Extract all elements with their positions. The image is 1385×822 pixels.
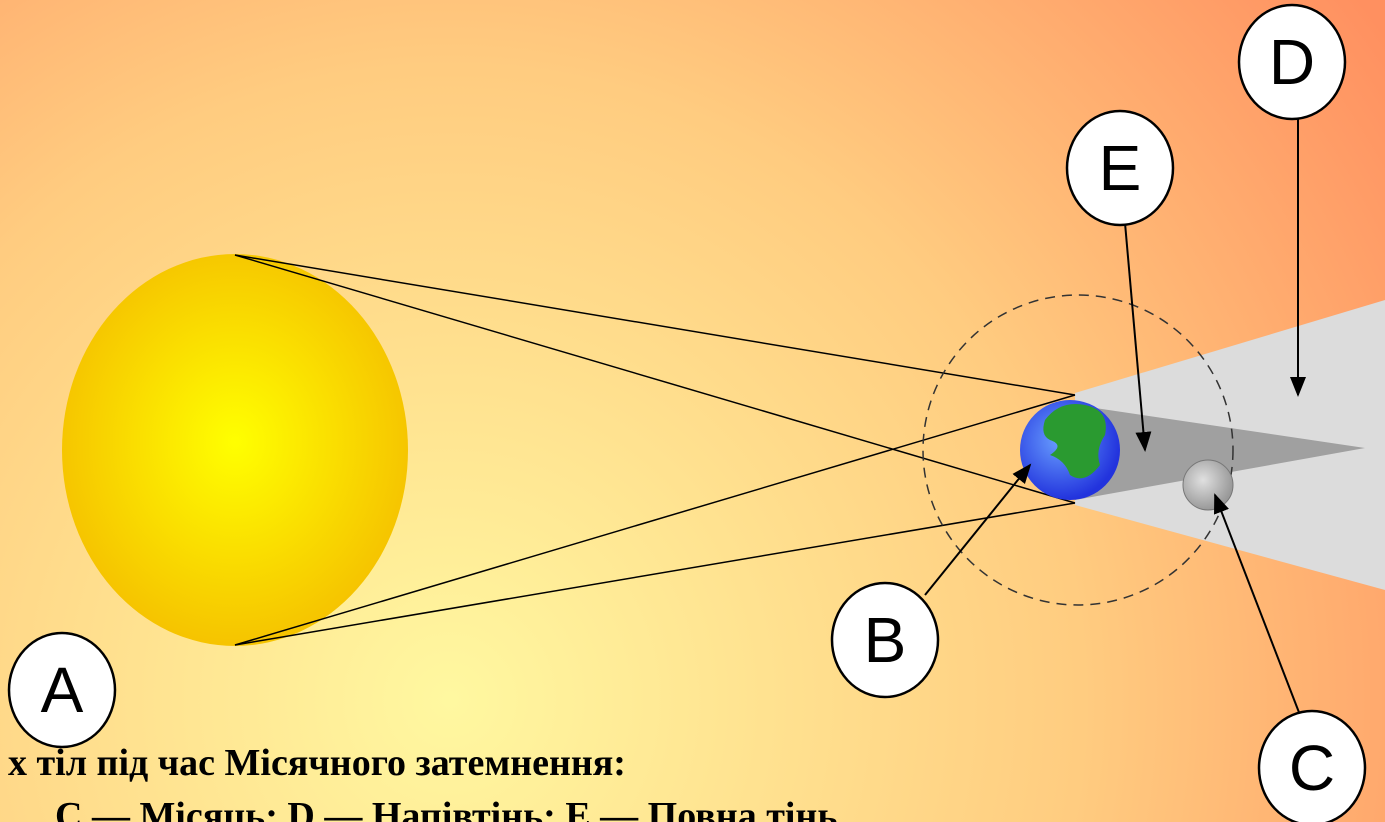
label: A: [41, 654, 84, 726]
label: B: [864, 604, 907, 676]
sun: [62, 254, 408, 646]
label: C: [1289, 732, 1335, 804]
caption: х тіл під час Місячного затемнення:: [8, 742, 626, 784]
moon: [1183, 460, 1233, 510]
caption: C — Місяць; D — Напівтінь; E — Повна тін…: [55, 795, 837, 822]
label: E: [1099, 132, 1142, 204]
label: D: [1269, 26, 1315, 98]
diagram: A B C D E х тіл під час Місячного затемн…: [0, 0, 1385, 822]
